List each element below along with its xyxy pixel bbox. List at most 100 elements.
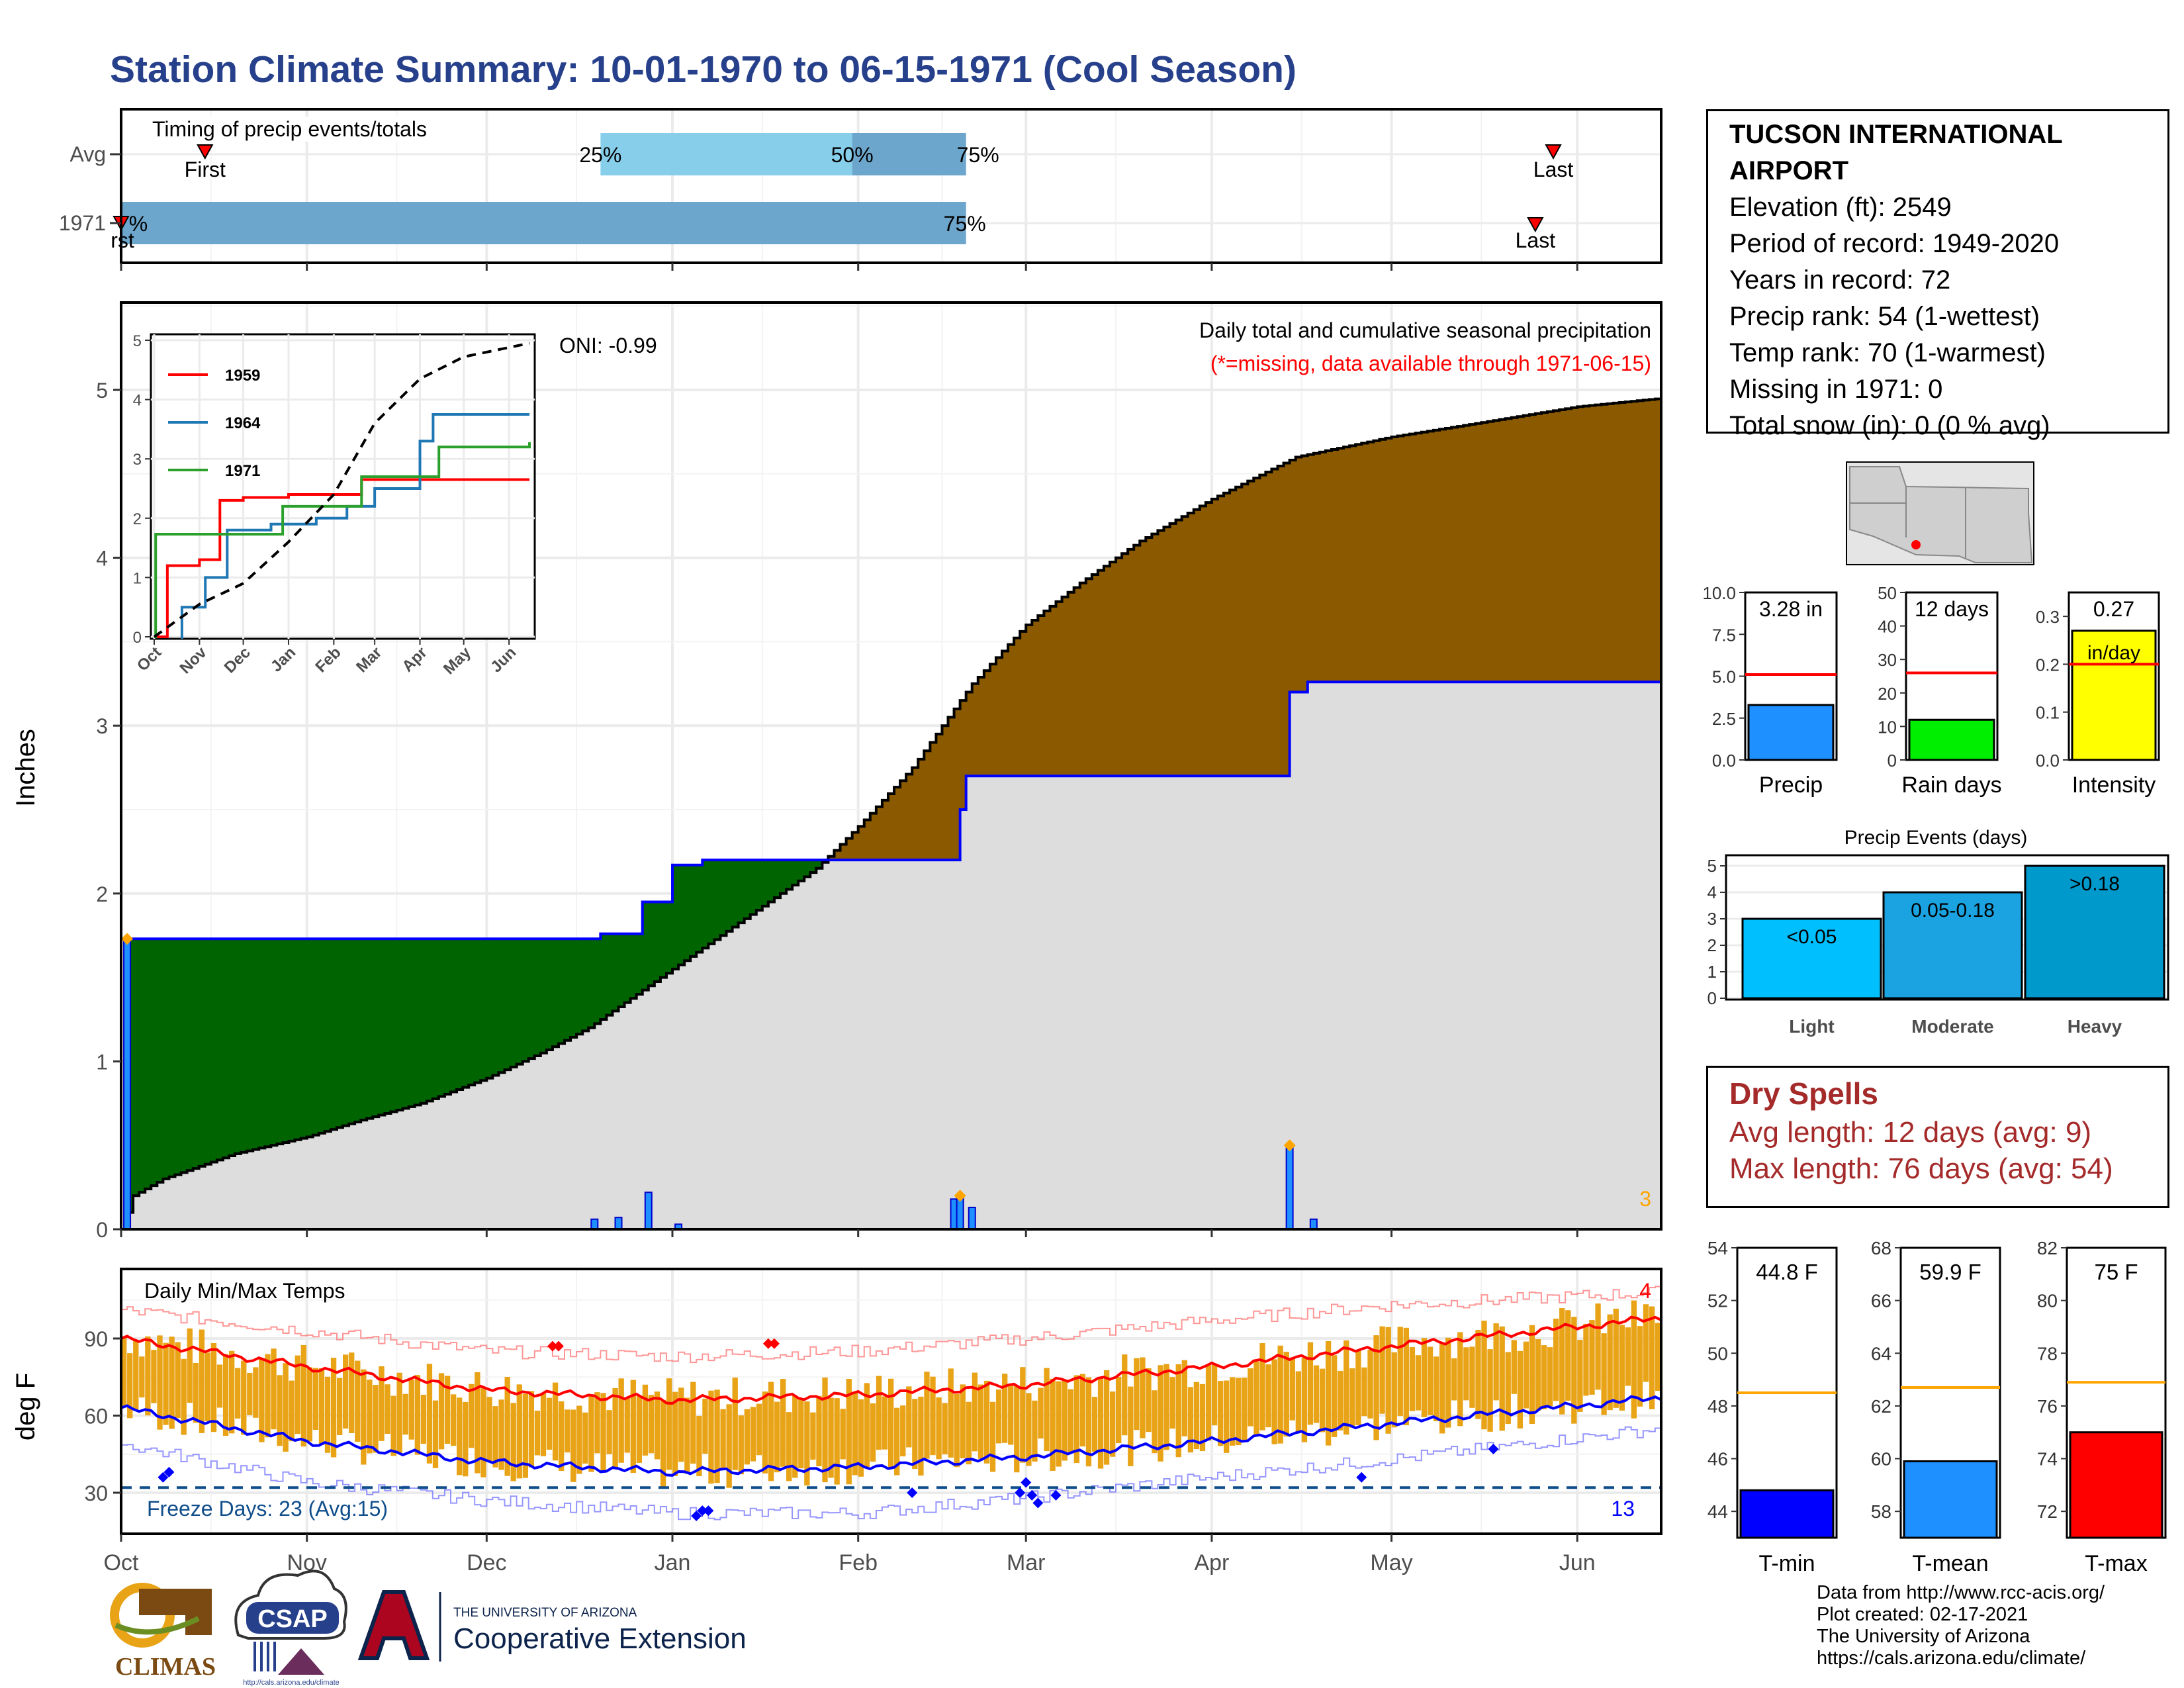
temp-record-min-line bbox=[121, 1426, 1662, 1521]
temp-daily-range-bar bbox=[576, 1405, 582, 1474]
temp-daily-range-bar bbox=[1517, 1350, 1524, 1429]
climas-logo-wave bbox=[114, 1616, 200, 1635]
ua-logo: THE UNIVERSITY OF ARIZONA Cooperative Ext… bbox=[357, 1590, 747, 1662]
precip-below-avg-fill bbox=[1079, 583, 1087, 776]
temp-daily-range-bar bbox=[1097, 1377, 1104, 1469]
precip-observed-fill bbox=[1002, 776, 1009, 1229]
temp-daily-range-bar bbox=[930, 1376, 936, 1456]
precip-below-avg-fill bbox=[900, 780, 907, 861]
temp-daily-range-bar bbox=[216, 1364, 223, 1408]
precip-observed-fill bbox=[318, 1133, 326, 1229]
precip-below-avg-fill bbox=[1338, 448, 1344, 682]
precip-above-avg-fill bbox=[193, 939, 200, 1169]
precip-observed-fill bbox=[1242, 776, 1248, 1229]
temp-daily-range-bar bbox=[1511, 1340, 1517, 1394]
precip-below-avg-fill bbox=[1439, 429, 1446, 682]
temp-daily-range-bar bbox=[1475, 1329, 1481, 1419]
precip-below-avg-fill bbox=[1361, 443, 1368, 682]
precip-observed-fill bbox=[1289, 692, 1297, 1229]
precip-above-avg-fill bbox=[726, 860, 733, 931]
precip-above-avg-fill bbox=[666, 902, 673, 974]
precip-above-avg-fill bbox=[247, 939, 253, 1151]
precip-observed-fill bbox=[696, 952, 703, 1229]
temp-daily-range-bar bbox=[1625, 1327, 1631, 1386]
temp-daily-range-bar bbox=[1068, 1389, 1073, 1453]
precip-observed-fill bbox=[648, 986, 655, 1229]
precip-above-avg-fill bbox=[222, 939, 230, 1158]
precip-below-avg-fill bbox=[1505, 418, 1512, 682]
temp-avg-min-line bbox=[120, 1395, 1662, 1477]
precip-observed-fill bbox=[157, 1182, 163, 1229]
temp-daily-range-bar bbox=[1595, 1303, 1601, 1390]
precip-below-avg-fill bbox=[918, 759, 925, 861]
precip-observed-fill bbox=[576, 1034, 583, 1229]
temp-daily-range-bar bbox=[1044, 1368, 1050, 1452]
precip-above-avg-fill bbox=[336, 939, 343, 1128]
precip-above-avg-fill bbox=[480, 939, 487, 1081]
temp-daily-range-bar bbox=[1433, 1356, 1439, 1421]
precip-below-avg-fill bbox=[1032, 620, 1038, 776]
precip-above-avg-fill bbox=[367, 939, 373, 1119]
temp-daily-range-bar bbox=[534, 1411, 541, 1456]
precip-observed-fill bbox=[361, 1120, 367, 1229]
precip-below-avg-fill bbox=[846, 838, 853, 861]
temp-daily-range-bar bbox=[995, 1389, 1002, 1444]
temp-daily-range-bar bbox=[1523, 1341, 1529, 1409]
precip-below-avg-fill bbox=[828, 856, 835, 861]
temp-daily-range-bar bbox=[1409, 1346, 1416, 1411]
events-title: Precip Events (days) bbox=[1844, 827, 2028, 849]
timing-title-bg bbox=[150, 117, 467, 142]
temp-daily-range-bar bbox=[696, 1415, 702, 1477]
temp-daily-range-bar bbox=[887, 1378, 894, 1469]
precip-below-avg-fill bbox=[1607, 403, 1614, 682]
mean-y-tick-label: 52 bbox=[1707, 1291, 1728, 1311]
csap-logo-text: CSAP bbox=[257, 1605, 328, 1633]
timing-p25-label: 25% bbox=[579, 143, 621, 167]
timing-p50-label: 50% bbox=[831, 143, 874, 167]
x-tick-label: Oct bbox=[104, 1550, 139, 1575]
precip-observed-fill bbox=[882, 860, 889, 1229]
precip-below-avg-fill bbox=[1535, 413, 1542, 682]
temp-daily-range-bar bbox=[145, 1336, 151, 1416]
total-bar-Intensity bbox=[2071, 630, 2157, 761]
precip-observed-fill bbox=[906, 860, 913, 1229]
precip-observed-fill bbox=[426, 1101, 433, 1229]
precip-observed-fill bbox=[1050, 776, 1056, 1229]
precip-observed-fill bbox=[1116, 776, 1122, 1229]
precip-observed-fill bbox=[259, 1148, 265, 1229]
temp-daily-range-bar bbox=[1325, 1340, 1332, 1446]
precip-below-avg-fill bbox=[930, 742, 936, 861]
temp-daily-range-bar bbox=[1109, 1391, 1116, 1457]
temp-daily-range-bar bbox=[228, 1350, 235, 1434]
temp-daily-range-bar bbox=[1559, 1308, 1565, 1415]
temp-daily-range-bar bbox=[606, 1410, 612, 1454]
precip-observed-fill bbox=[1391, 682, 1398, 1229]
precip-above-avg-fill bbox=[228, 939, 236, 1156]
events-y-tick-label: 1 bbox=[1707, 962, 1717, 982]
precip-below-avg-fill bbox=[1187, 512, 1195, 776]
precip-below-avg-fill bbox=[1529, 414, 1536, 682]
precip-above-avg-fill bbox=[744, 860, 751, 919]
temp-daily-range-bar bbox=[750, 1407, 756, 1462]
precip-observed-fill bbox=[768, 902, 775, 1229]
precip-observed-fill bbox=[396, 1109, 404, 1229]
mean-value-label: 44.8 F bbox=[1756, 1260, 1818, 1284]
precip-below-avg-fill bbox=[983, 671, 991, 776]
precip-below-avg-fill bbox=[1152, 534, 1158, 776]
events-category-label: Moderate bbox=[1911, 1016, 1993, 1037]
precip-observed-fill bbox=[1421, 682, 1428, 1229]
temp-daily-range-bar bbox=[552, 1382, 559, 1461]
precip-observed-fill bbox=[636, 994, 643, 1229]
precip-above-avg-fill bbox=[169, 939, 175, 1177]
temp-daily-range-bar bbox=[1199, 1383, 1206, 1452]
precip-observed-fill bbox=[1193, 776, 1201, 1229]
precip-observed-fill bbox=[193, 1168, 200, 1229]
precip-observed-fill bbox=[1433, 682, 1440, 1229]
precip-observed-fill bbox=[169, 1176, 175, 1229]
precip-above-avg-fill bbox=[289, 939, 296, 1141]
total-y-tick-label: 7.5 bbox=[1712, 625, 1736, 645]
precip-observed-fill bbox=[475, 1082, 481, 1229]
temp-daily-range-bar bbox=[792, 1395, 798, 1478]
precip-observed-fill bbox=[450, 1092, 457, 1229]
precip-above-avg-fill bbox=[690, 865, 697, 957]
